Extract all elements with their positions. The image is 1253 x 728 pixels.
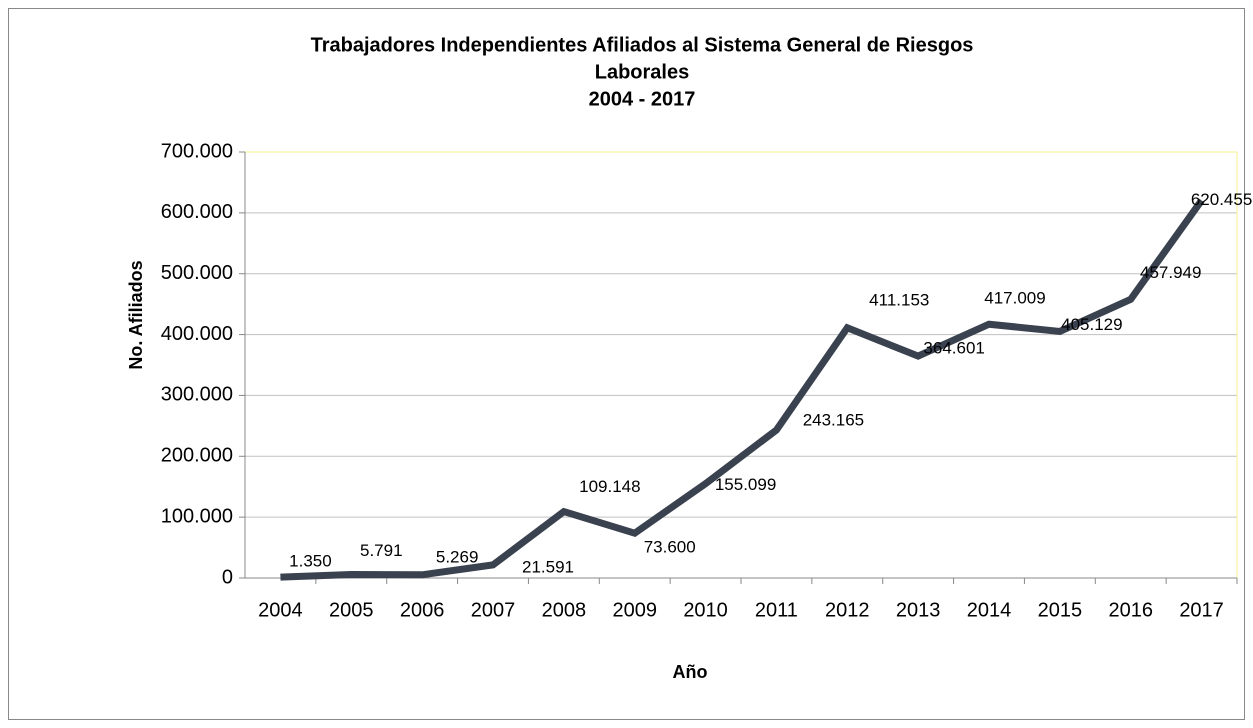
data-label: 5.791 [360,541,403,560]
y-tick-label: 100.000 [161,505,233,527]
x-tick-label: 2015 [1038,599,1083,621]
chart-title: Laborales [595,61,689,83]
x-tick-label: 2006 [400,599,445,621]
x-tick-label: 2017 [1179,599,1224,621]
x-tick-label: 2013 [896,599,941,621]
data-label: 5.269 [436,547,479,566]
x-tick-label: 2005 [329,599,374,621]
x-tick-label: 2010 [683,599,728,621]
x-tick-label: 2004 [258,599,303,621]
y-tick-label: 0 [222,566,233,588]
y-axis-title: No. Afiliados [126,260,146,369]
x-tick-label: 2014 [967,599,1012,621]
y-tick-label: 700.000 [161,140,233,162]
y-tick-label: 400.000 [161,323,233,345]
y-tick-label: 500.000 [161,262,233,284]
x-tick-label: 2007 [471,599,516,621]
y-tick-label: 200.000 [161,445,233,467]
data-label: 620.455 [1191,190,1252,209]
x-tick-label: 2016 [1108,599,1153,621]
x-axis-title: Año [673,662,708,682]
data-label: 73.600 [644,538,696,557]
line-series [280,198,1205,581]
data-label: 364.601 [923,339,984,358]
y-tick-label: 300.000 [161,384,233,406]
chart-title: Trabajadores Independientes Afiliados al… [311,34,974,56]
data-label: 243.165 [803,411,864,430]
chart-border [8,8,1245,720]
x-tick-label: 2011 [755,599,798,621]
x-tick-label: 2008 [542,599,587,621]
data-label: 411.153 [869,290,929,309]
data-label: 109.148 [579,477,640,496]
data-label: 417.009 [984,289,1045,308]
data-label: 155.099 [715,475,776,494]
data-label: 1.350 [289,552,332,571]
data-label: 21.591 [522,557,574,576]
data-label: 405.129 [1061,315,1122,334]
x-tick-label: 2009 [612,599,657,621]
chart-title: 2004 - 2017 [589,88,696,110]
data-label: 457.949 [1140,263,1201,282]
x-tick-label: 2012 [825,599,870,621]
y-tick-label: 600.000 [161,201,233,223]
